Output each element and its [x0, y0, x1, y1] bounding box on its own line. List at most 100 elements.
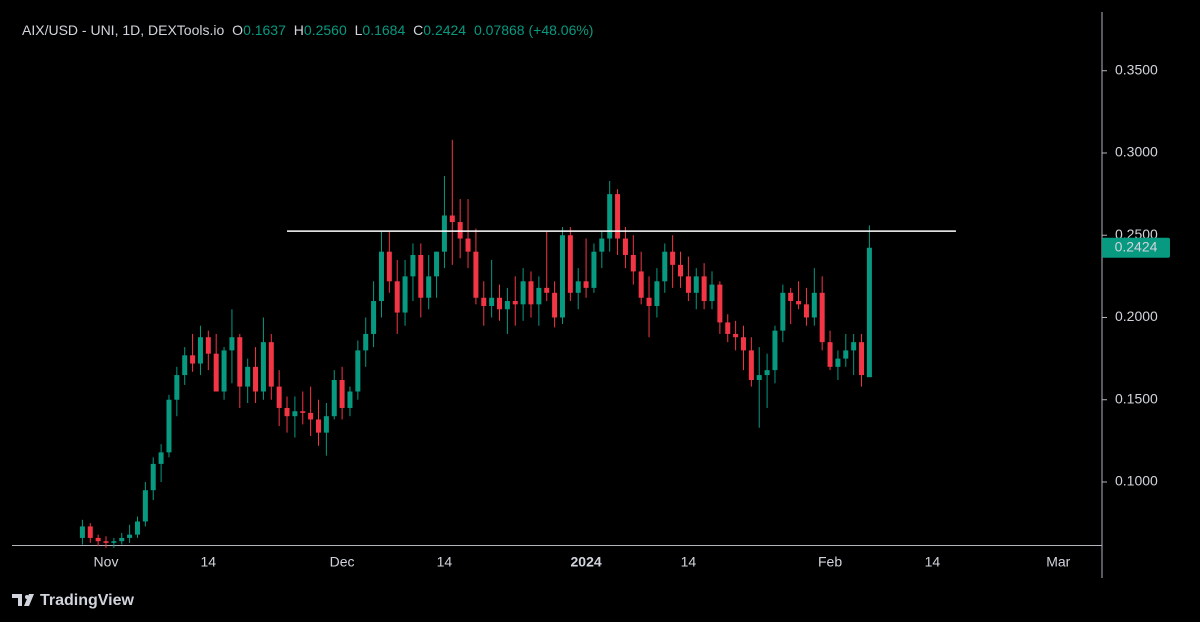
candle-body [300, 411, 306, 413]
candle-body [213, 353, 219, 392]
candle-body [441, 215, 447, 252]
candle-body [575, 281, 581, 293]
candle-body [394, 281, 400, 313]
candle-body [284, 407, 290, 417]
candle-body [79, 526, 85, 538]
candle-body [622, 238, 628, 255]
candle-body [638, 271, 644, 298]
candle-body [166, 399, 172, 453]
x-tick-label: Feb [818, 554, 842, 570]
candle-body [205, 337, 211, 354]
candle-body [190, 355, 196, 364]
open-label: O [232, 22, 243, 38]
candle-body [733, 333, 739, 338]
candle-body [465, 238, 471, 252]
candle-body [339, 380, 345, 408]
candle-body [119, 537, 125, 542]
candle-body [316, 419, 321, 433]
low-value: 0.1684 [362, 22, 405, 38]
candle-body [740, 337, 746, 351]
x-tick-label: Nov [94, 554, 119, 570]
y-tick-label: 0.1500 [1115, 390, 1158, 406]
candle-body [583, 281, 589, 288]
candle-body [827, 342, 833, 367]
change: 0.07868 (+48.06%) [474, 22, 593, 38]
x-tick-label: 2024 [571, 554, 602, 570]
candle-body [221, 350, 227, 392]
y-tick-label: 0.1000 [1115, 473, 1158, 489]
candle-body [245, 366, 251, 387]
candle-body [796, 301, 802, 305]
candle-body [709, 284, 715, 302]
logo-dot [25, 595, 29, 599]
candle-body [512, 301, 518, 305]
candle-body [473, 251, 479, 298]
candle-body [150, 463, 156, 491]
candle-body [544, 287, 550, 293]
candle-body [182, 355, 188, 376]
candle-body [670, 251, 676, 265]
candle-body [426, 276, 432, 298]
candle-body [717, 284, 723, 323]
candle-body [528, 281, 534, 305]
candle-body [803, 304, 809, 318]
candle-body [866, 247, 872, 378]
candle-body [174, 375, 180, 400]
last-price-badge [1102, 237, 1170, 258]
candle-body [371, 301, 377, 334]
x-tick-label: Dec [330, 554, 355, 570]
candle-body [237, 337, 243, 387]
brand: TradingView [40, 592, 135, 609]
candle-body [158, 452, 164, 464]
candle-body [497, 297, 503, 310]
candle-body [292, 411, 298, 417]
candle-body [347, 391, 353, 408]
y-tick-label: 0.3000 [1115, 144, 1158, 160]
candle-body [811, 292, 817, 318]
logo: TradingView [12, 592, 135, 609]
candle-body [859, 342, 865, 376]
x-tick-label: Mar [1046, 554, 1070, 570]
candle-body [260, 342, 266, 392]
candle-body [819, 292, 825, 343]
candle-body [591, 251, 597, 288]
candle-body [693, 276, 699, 293]
x-tick-label: 14 [925, 554, 941, 570]
candle-body [630, 254, 636, 272]
candle-body [489, 297, 495, 306]
candle-body [418, 254, 424, 298]
candle-body [748, 350, 754, 381]
candle-body [764, 370, 770, 376]
candle-body [520, 281, 526, 305]
candle-body [504, 301, 510, 310]
candle-body [780, 292, 786, 331]
candle-body [599, 238, 605, 252]
candle-body [331, 380, 337, 417]
y-tick-label: 0.3500 [1115, 61, 1158, 77]
candle-body [434, 251, 440, 277]
high-label: H [294, 22, 304, 38]
candle-body [229, 337, 235, 351]
candle-body [363, 333, 369, 351]
candle-body [701, 276, 707, 302]
candle-body [662, 251, 668, 282]
low-label: L [355, 22, 363, 38]
candle-body [607, 194, 613, 239]
candle-body [646, 297, 652, 306]
candle-body [851, 342, 857, 351]
x-tick-label: 14 [437, 554, 453, 570]
high-value: 0.2560 [304, 22, 347, 38]
candle-body [843, 350, 849, 359]
candle-body [142, 490, 148, 522]
candle-body [654, 281, 660, 306]
candle-body [386, 251, 392, 282]
candle-body [772, 330, 778, 371]
candle-body [197, 337, 203, 364]
candle-body [308, 412, 314, 420]
candle-body [449, 215, 455, 223]
candle-body [95, 537, 101, 542]
x-tick-label: 14 [681, 554, 697, 570]
candle-body [111, 541, 117, 543]
candle-body [355, 350, 361, 392]
